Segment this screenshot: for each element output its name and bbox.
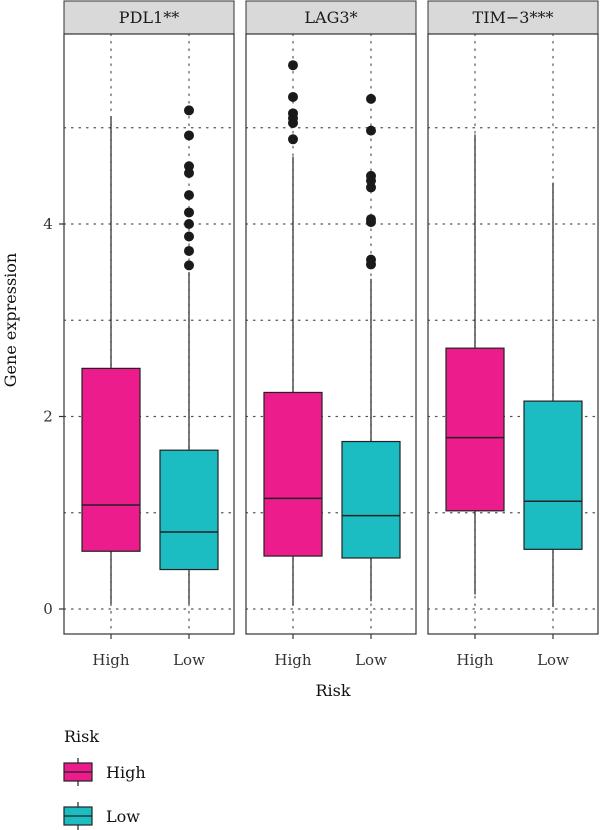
outlier-point bbox=[288, 91, 298, 102]
box-low bbox=[523, 182, 583, 608]
y-axis-title: Gene expression bbox=[1, 253, 20, 387]
facet-panel: TIM−3*** High Low bbox=[427, 0, 599, 669]
x-tick-label: High bbox=[92, 651, 129, 669]
facet-panel: LAG3* High Low bbox=[245, 0, 417, 669]
box-iqr bbox=[341, 440, 401, 559]
box-iqr bbox=[81, 367, 141, 552]
outlier-point bbox=[366, 170, 376, 181]
legend-title: Risk bbox=[64, 727, 99, 746]
facet-strip-label: TIM−3*** bbox=[473, 8, 554, 27]
outlier-point bbox=[288, 108, 298, 119]
outlier-point bbox=[184, 260, 194, 271]
y-tick-label: 0 bbox=[43, 600, 53, 618]
outlier-point bbox=[184, 207, 194, 218]
legend-item-high: High bbox=[63, 758, 146, 786]
outlier-point bbox=[288, 60, 298, 71]
x-tick-label: Low bbox=[537, 651, 569, 669]
outlier-point bbox=[184, 245, 194, 256]
outlier-point bbox=[184, 161, 194, 172]
box-high bbox=[81, 116, 141, 605]
legend-label: Low bbox=[106, 807, 140, 826]
facet-strip bbox=[427, 0, 599, 35]
box-high bbox=[263, 60, 323, 606]
box-iqr bbox=[523, 400, 583, 550]
outlier-point bbox=[184, 231, 194, 242]
y-tick-label: 4 bbox=[43, 215, 53, 233]
box-high bbox=[445, 134, 505, 595]
legend-label: High bbox=[106, 763, 146, 782]
box-iqr bbox=[159, 449, 219, 571]
facet-panels: PDL1** High Low LAG3* High Low TIM−3*** High Low… bbox=[43, 0, 599, 669]
outlier-point bbox=[184, 190, 194, 201]
outlier-point bbox=[366, 214, 376, 225]
facet-panel: PDL1** High Low bbox=[63, 0, 235, 669]
facet-strip-label: PDL1** bbox=[119, 8, 179, 27]
x-tick-label: High bbox=[456, 651, 493, 669]
box-iqr bbox=[445, 347, 505, 512]
box-low bbox=[341, 93, 401, 602]
box-low bbox=[159, 105, 219, 605]
facet-border bbox=[427, 33, 599, 635]
x-axis-title: Risk bbox=[315, 681, 350, 700]
box-iqr bbox=[263, 391, 323, 557]
facet-strip-label: LAG3* bbox=[304, 8, 357, 27]
facet-border bbox=[245, 33, 417, 635]
outlier-point bbox=[366, 125, 376, 136]
outlier-point bbox=[184, 130, 194, 141]
legend: High Low bbox=[63, 758, 146, 830]
facet-border bbox=[63, 33, 235, 635]
x-tick-label: Low bbox=[173, 651, 205, 669]
outlier-point bbox=[184, 219, 194, 229]
y-tick-label: 2 bbox=[43, 408, 53, 426]
legend-item-low: Low bbox=[63, 802, 140, 830]
x-tick-label: High bbox=[274, 651, 311, 669]
outlier-point bbox=[288, 134, 298, 145]
outlier-point bbox=[366, 254, 376, 265]
outlier-point bbox=[366, 93, 376, 104]
x-tick-label: Low bbox=[355, 651, 387, 669]
outlier-point bbox=[184, 105, 194, 116]
facet-strip bbox=[63, 0, 235, 35]
